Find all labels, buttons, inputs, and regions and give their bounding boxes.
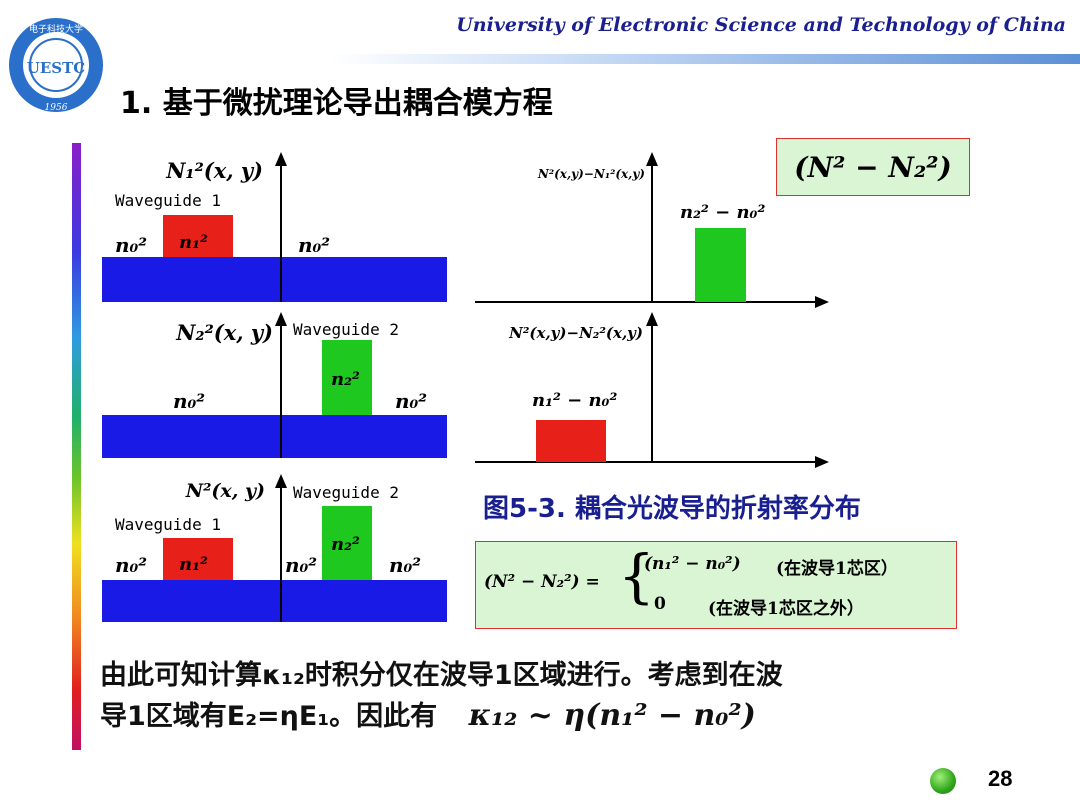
difference-expression-box: (N² − N₂²) xyxy=(776,138,970,196)
case1-condition: (在波导1芯区） xyxy=(776,559,898,579)
case2-condition: (在波导1芯区之外） xyxy=(708,599,864,619)
university-logo: UESTC 1956 电子科技大学 xyxy=(9,18,103,113)
n1-label: n₁² xyxy=(179,554,208,575)
logo-text: UESTC xyxy=(27,59,86,77)
substrate-bar xyxy=(102,580,447,622)
body-paragraph: 由此可知计算κ₁₂时积分仅在波导1区域进行。考虑到在波 导1区域有E₂=ηE₁。… xyxy=(100,656,1040,737)
index-distribution-figure: N₁²(x, y) Waveguide 1 n₀² n₁² n₀² N²(x,y… xyxy=(102,152,829,622)
panel-1-right-label: N²(x,y)−N₁²(x,y) xyxy=(537,167,645,181)
difference-block xyxy=(536,420,606,462)
n0-label: n₀² xyxy=(285,553,317,577)
panel-3: N²(x, y) Waveguide 2 Waveguide 1 n₀² n₁²… xyxy=(102,474,447,622)
difference-block xyxy=(695,228,746,302)
n1-label: n₁² xyxy=(179,232,208,253)
substrate-bar xyxy=(102,415,447,458)
case2-expression: 0 xyxy=(654,594,666,614)
core-1-block xyxy=(163,538,233,580)
core-1-block xyxy=(163,215,233,257)
panel-2-right-label: N²(x,y)−N₂²(x,y) xyxy=(508,324,643,342)
waveguide-tag: Waveguide 2 xyxy=(293,483,399,502)
waveguide-tag: Waveguide 1 xyxy=(115,515,221,534)
left-accent-bar xyxy=(72,143,81,750)
panel-1-left: N₁²(x, y) Waveguide 1 n₀² n₁² n₀² xyxy=(102,152,447,302)
n2-label: n₂² xyxy=(331,369,360,390)
page-number: 28 xyxy=(988,766,1013,791)
body-line-1: 由此可知计算κ₁₂时积分仅在波导1区域进行。考虑到在波 xyxy=(100,660,783,691)
figure-caption: 图5-3. 耦合光波导的折射率分布 xyxy=(483,494,861,524)
n0-label: n₀² xyxy=(115,553,147,577)
waveguide-tag: Waveguide 2 xyxy=(293,320,399,339)
n2-label: n₂² xyxy=(331,534,360,555)
logo-chars: 电子科技大学 xyxy=(29,23,83,35)
piecewise-equation-box: (N² − N₂²) = { (n₁² − n₀²) (在波导1芯区） 0 (在… xyxy=(475,541,957,629)
body-line-2: 导1区域有E₂=ηE₁。因此有 xyxy=(100,701,438,732)
piecewise-lhs: (N² − N₂²) = xyxy=(484,572,600,592)
n0-label: n₀² xyxy=(298,233,330,257)
difference-label: n₂² − n₀² xyxy=(680,202,765,223)
core-2-block xyxy=(322,506,372,580)
case1-expression: (n₁² − n₀²) xyxy=(644,554,741,574)
header-gradient-bar xyxy=(330,54,1080,64)
panel-2-right: N²(x,y)−N₂²(x,y) n₁² − n₀² xyxy=(475,312,829,468)
panel-2-left-label: N₂²(x, y) xyxy=(175,320,273,345)
n0-label: n₀² xyxy=(395,389,427,413)
nav-dot-icon[interactable] xyxy=(930,768,956,794)
substrate-bar xyxy=(102,257,447,302)
panel-1-right: N²(x,y)−N₁²(x,y) n₂² − n₀² xyxy=(475,152,829,308)
coupling-formula: κ₁₂ ~ η(n₁² − n₀²) xyxy=(468,698,756,733)
slide-title: 1. 基于微扰理论导出耦合模方程 xyxy=(120,86,553,121)
panel-2-left: N₂²(x, y) Waveguide 2 n₀² n₂² n₀² xyxy=(102,312,447,458)
n0-label: n₀² xyxy=(173,389,205,413)
core-2-block xyxy=(322,340,372,415)
waveguide-tag: Waveguide 1 xyxy=(115,191,221,210)
logo-year: 1956 xyxy=(45,103,68,113)
university-name: University of Electronic Science and Tec… xyxy=(456,14,1066,36)
n0-label: n₀² xyxy=(115,233,147,257)
panel-3-label: N²(x, y) xyxy=(185,480,265,502)
difference-label: n₁² − n₀² xyxy=(532,390,617,411)
brace-icon: { xyxy=(618,542,655,610)
n0-label: n₀² xyxy=(389,553,421,577)
panel-1-left-label: N₁²(x, y) xyxy=(165,158,263,183)
